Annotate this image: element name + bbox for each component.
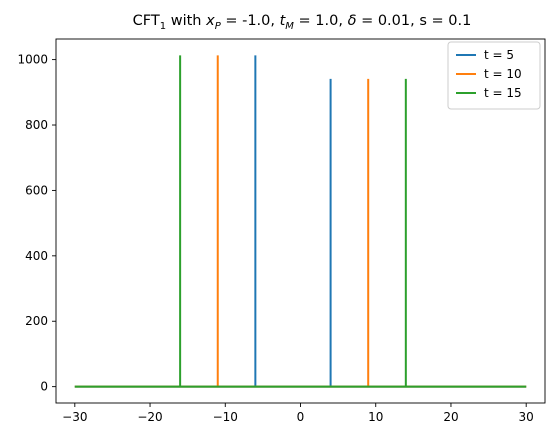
y-tick-label: 1000 bbox=[17, 53, 48, 67]
y-tick-label: 800 bbox=[25, 118, 48, 132]
y-tick-label: 600 bbox=[25, 183, 48, 197]
y-tick-label: 200 bbox=[25, 314, 48, 328]
x-tick-label: −10 bbox=[213, 410, 238, 424]
legend-label-2: t = 10 bbox=[484, 67, 522, 81]
x-tick-label: 0 bbox=[297, 410, 305, 424]
series-line-3 bbox=[74, 55, 527, 388]
x-tick-label: 10 bbox=[368, 410, 383, 424]
x-tick-label: 20 bbox=[443, 410, 458, 424]
chart-title: CFT1 with xP = -1.0, tM = 1.0, δ = 0.01,… bbox=[133, 13, 472, 32]
plot-layer bbox=[74, 55, 527, 388]
y-tick-label: 0 bbox=[40, 380, 48, 394]
legend-label-1: t = 5 bbox=[484, 48, 514, 62]
legend-label-3: t = 15 bbox=[484, 86, 522, 100]
x-tick-label: −20 bbox=[137, 410, 162, 424]
x-tick-label: −30 bbox=[62, 410, 87, 424]
axes-layer: −30 −20 −10 0 10 20 30 0 200 400 600 800 1000 bbox=[17, 38, 546, 424]
legend: t = 5 t = 10 t = 15 bbox=[447, 41, 541, 110]
y-tick-label: 400 bbox=[25, 249, 48, 263]
x-tick-label: 30 bbox=[519, 410, 534, 424]
